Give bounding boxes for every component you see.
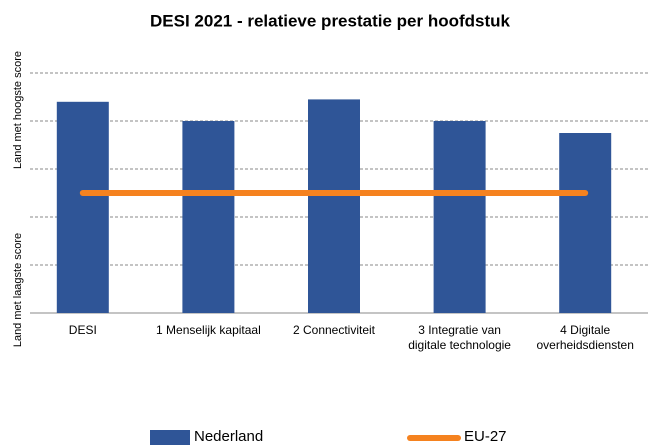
bar <box>56 101 109 313</box>
x-tick-label: 1 Menselijk kapitaal <box>156 323 261 337</box>
x-tick-label: 2 Connectiviteit <box>292 323 376 337</box>
bar <box>433 121 486 313</box>
chart-title: DESI 2021 - relatieve prestatie per hoof… <box>150 11 511 30</box>
x-tick-label: DESI <box>68 323 97 337</box>
bar <box>308 99 360 314</box>
legend-swatch <box>150 430 190 445</box>
bar <box>182 121 235 313</box>
bar <box>559 133 612 313</box>
y-axis-label-top: Land met hoogste score <box>12 51 24 169</box>
legend-label: EU-27 <box>464 428 507 445</box>
legend-label: Nederland <box>194 428 263 445</box>
x-tick-label: 3 Integratie van digitale technologie <box>408 323 511 352</box>
y-axis-label-bottom: Land met laagste score <box>12 233 24 347</box>
x-tick-label: 4 Digitale overheidsdiensten <box>536 323 634 352</box>
